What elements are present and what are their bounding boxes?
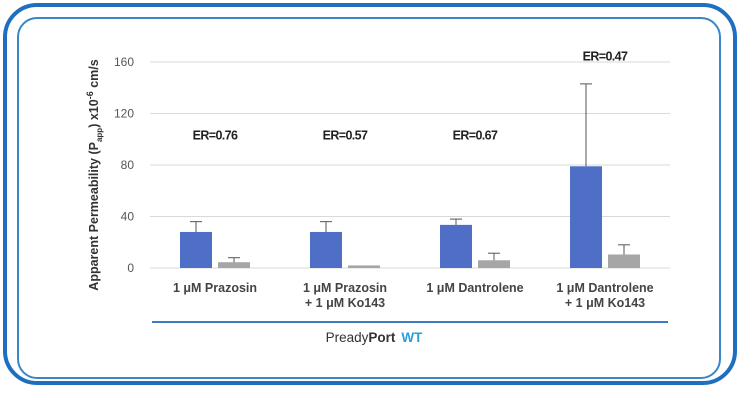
y-tick-label: 40 [121,210,135,224]
category-label: + 1 μM Ko143 [305,296,385,310]
er-annotation: ER=0.47 [583,50,628,64]
footer-brand: Port [368,330,396,345]
er-annotations: ER=0.76 ER=0.57 ER=0.67 ER=0.47 [193,50,629,143]
bar [608,254,640,268]
error-bars [190,83,630,263]
bar [570,166,602,268]
chart-panel [17,17,721,379]
category-label: 1 μM Prazosin [173,281,257,295]
category-label: 1 μM Dantrolene [556,281,653,295]
bar [310,231,342,268]
y-axis-label: Apparent Permeability (Papp) x10-6 cm/s [85,59,104,290]
er-annotation: ER=0.76 [193,128,238,142]
y-tick-label: 160 [114,55,134,69]
footer-wt: WT [401,330,423,345]
y-tick-label: 80 [121,158,135,172]
er-annotation: ER=0.67 [453,128,498,142]
category-label: + 1 μM Ko143 [565,296,645,310]
y-tick-label: 120 [114,107,134,121]
footer-label: PreadyPort WT [0,330,748,345]
category-label: 1 μM Dantrolene [426,281,523,295]
footer-prefix: Pready [325,330,369,345]
y-tick-label: 0 [127,261,134,275]
bar [180,231,212,268]
bars [180,166,640,268]
category-labels: 1 μM Prazosin 1 μM Prazosin+ 1 μM Ko1431 … [173,281,654,310]
er-annotation: ER=0.57 [323,128,368,142]
category-label: 1 μM Prazosin [303,281,387,295]
bar [348,265,380,268]
bar [218,262,250,268]
y-tick-labels: 0 40 80 120 160 [114,55,134,275]
bar [478,260,510,268]
bar [440,224,472,268]
